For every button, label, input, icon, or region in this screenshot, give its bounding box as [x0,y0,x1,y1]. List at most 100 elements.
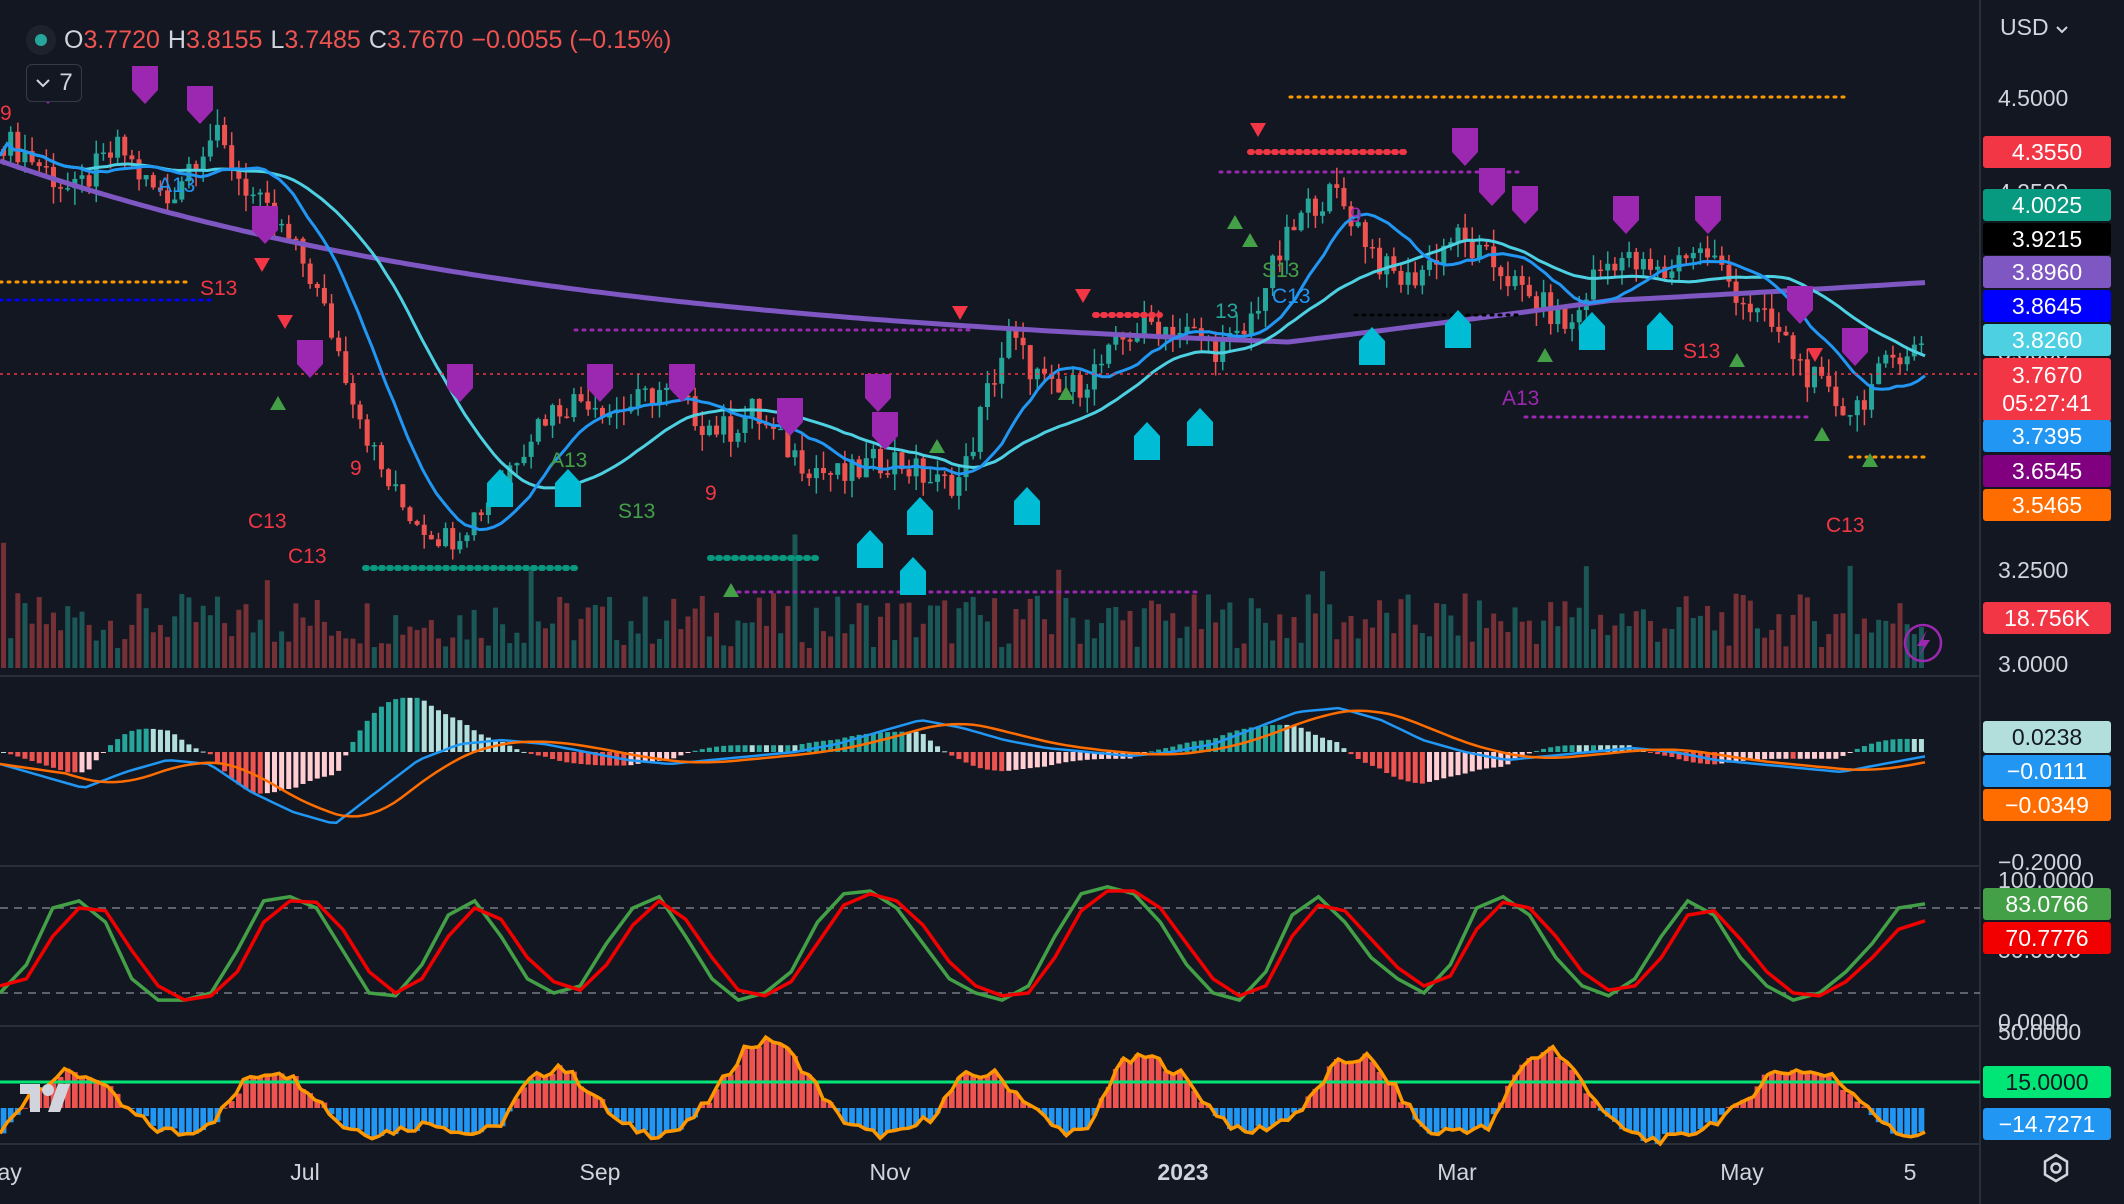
candle-body [849,459,855,481]
candle-body [685,395,691,398]
macd-histogram-bar [678,752,684,756]
lightning-icon[interactable] [1903,623,1943,663]
macd-hist-value-label: 0.0238 [2012,724,2082,750]
macd-histogram-bar [86,752,92,770]
volume-bar [1184,626,1190,668]
oscillator-bar [399,1108,406,1128]
macd-histogram-bar [1797,752,1803,759]
oscillator-bar [1847,1093,1853,1108]
candle-body [1312,198,1318,216]
macd-histogram-bar [1598,745,1604,752]
oscillator-bar [628,1108,634,1124]
oscillator-bar [1227,1108,1233,1129]
candle-body [378,445,384,470]
volume-bar [1669,629,1675,668]
oscillator-bar [514,1098,520,1108]
macd-histogram-bar [1305,731,1311,752]
currency-selector[interactable]: USD [2000,14,2069,41]
oscillator-bar [250,1076,256,1108]
macd-histogram-bar [1676,752,1682,760]
candle-body [1341,187,1347,207]
volume-bar [1826,634,1832,668]
indicators-toggle-button[interactable]: 7 [26,64,82,102]
oscillator-bar [285,1078,292,1108]
candle-body [1391,256,1397,271]
volume-bar [642,596,648,668]
cyan-buy-marker [1134,422,1160,460]
macd-histogram-bar [592,752,598,766]
candle-body [386,469,392,487]
oscillator-bar [1740,1099,1747,1108]
candle-body [300,238,306,264]
volume-bar [849,624,855,668]
purple-sell-marker [447,364,473,402]
macd-histogram-bar [1662,752,1668,756]
oscillator-bar [1811,1073,1818,1108]
indicators-count: 7 [59,69,73,96]
volume-bar [692,608,698,668]
volume-bar [1797,594,1803,668]
oscillator-bar [1562,1062,1568,1108]
macd-histogram-bar [1804,752,1810,759]
symbol-status-icon[interactable] [26,25,56,55]
cyan-buy-marker [1445,310,1471,348]
x-tick-label: Sep [580,1159,621,1185]
candle-body [314,283,320,288]
purple-sell-marker [132,66,158,104]
volume-bar [578,618,584,668]
macd-histogram-bar [314,752,320,779]
green-up-triangle [1227,215,1243,229]
volume-bar [1819,646,1825,668]
volume-bar [93,640,99,668]
macd-histogram-bar [115,739,121,752]
candle-body [165,190,171,204]
candle-body [749,398,755,417]
volume-bar [920,623,926,668]
macd-histogram-bar [1683,752,1689,762]
oscillator-bar [499,1108,506,1127]
oscillator-bar [342,1108,349,1128]
candle-body [642,388,648,390]
macd-histogram-bar [421,700,427,752]
oscillator-bar [1084,1108,1091,1129]
candle-body [1412,272,1418,286]
oscillator-bar [335,1108,342,1121]
oscillator-level-label: 15.0000 [2005,1069,2088,1095]
purple-sell-marker [1512,186,1538,224]
oscillator-bar [300,1089,306,1108]
macd-histogram-bar [1811,752,1817,759]
oscillator-bar [186,1108,192,1134]
candle-body [1127,339,1133,342]
gear-icon[interactable] [2040,1152,2072,1184]
volume-bar [1783,646,1789,668]
volume-bar [43,624,49,668]
oscillator-bar [649,1108,656,1139]
oscillator-bar [1005,1090,1012,1108]
y-tick-label: −0.2000 [1998,849,2082,875]
price-axis-label: 3.7395 [2012,423,2082,449]
volume-bar [1469,641,1475,668]
oscillator-bar [293,1076,299,1108]
volume-bar [1833,614,1839,668]
candle-body [1740,302,1746,305]
oscillator-bar [927,1108,934,1123]
macd-histogram-bar [963,752,969,763]
macd-histogram-bar [507,745,513,752]
oscillator-bar [1918,1108,1925,1133]
macd-histogram-bar [22,752,28,759]
macd-histogram-bar [172,734,178,752]
candle-body [1070,374,1076,392]
candle-body [842,463,848,481]
candle-body [1377,247,1383,275]
candle-body [1918,343,1924,345]
macd-histogram-bar [450,717,456,752]
chevron-down-icon [2056,26,2068,34]
macd-histogram-bar [742,745,748,752]
oscillator-bar [107,1086,114,1108]
oscillator-bar [1319,1082,1326,1108]
volume-bar [599,606,605,668]
oscillator-bar [1569,1069,1575,1108]
macd-histogram-bar [1576,745,1582,752]
macd-histogram-bar [58,752,64,771]
